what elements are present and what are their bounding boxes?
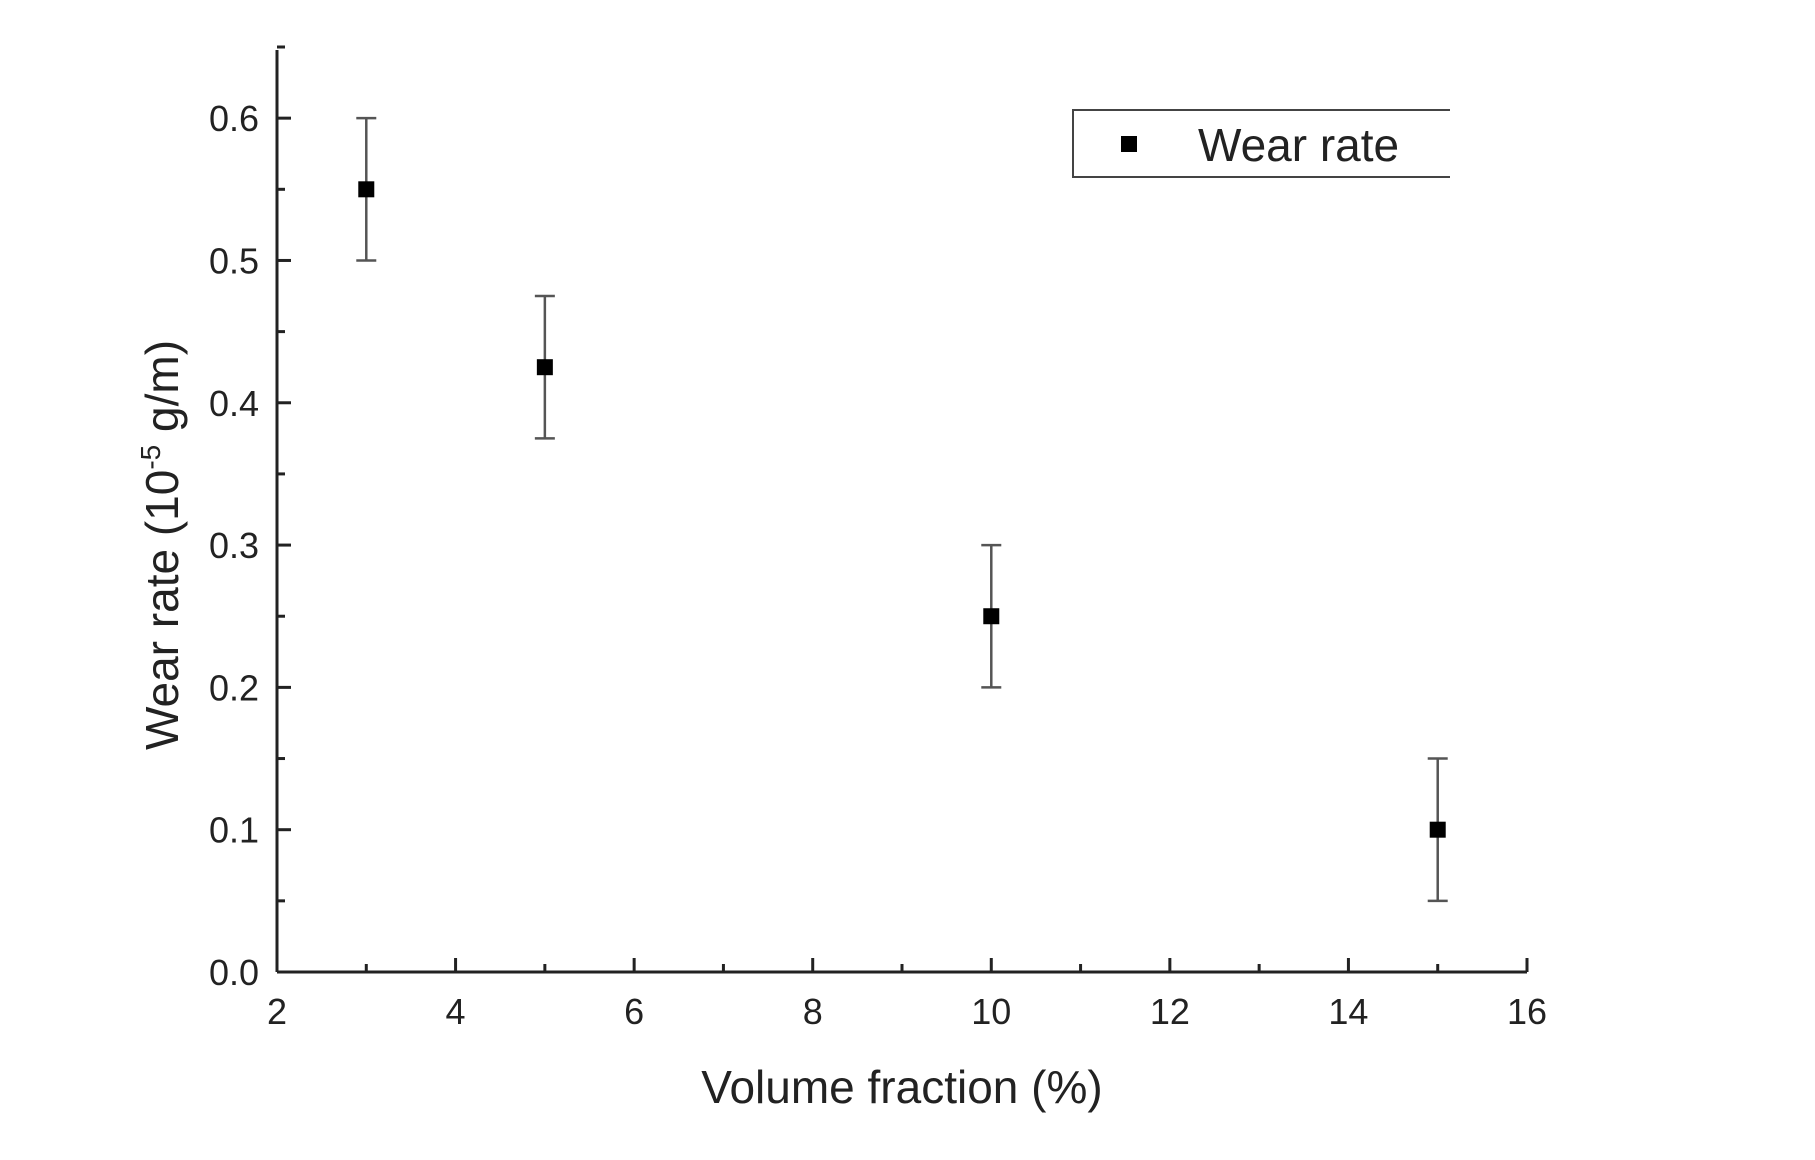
legend-marker-square	[1121, 136, 1137, 152]
x-axis-tick-labels: 2 4 6 8 10 12 14 16	[267, 991, 1547, 1032]
y-tick-label: 0.6	[209, 98, 259, 139]
error-bars	[356, 116, 1448, 903]
data-point	[1429, 821, 1446, 838]
x-tick-label: 12	[1150, 991, 1190, 1032]
y-tick-label: 0.4	[209, 383, 259, 424]
axes	[275, 50, 1527, 974]
y-tick-label: 0.2	[209, 667, 259, 708]
data-points	[358, 181, 1446, 838]
y-tick-label: 0.3	[209, 525, 259, 566]
legend: Wear rate	[1072, 109, 1450, 178]
x-tick-label: 14	[1328, 991, 1368, 1032]
data-point	[536, 359, 553, 376]
y-axis-tick-labels: 0.0 0.1 0.2 0.3 0.4 0.5 0.6	[209, 98, 259, 993]
x-tick-label: 6	[624, 991, 644, 1032]
y-tick-label: 0.0	[209, 952, 259, 993]
x-tick-label: 2	[267, 991, 287, 1032]
y-axis-title-suffix: g/m)	[136, 340, 188, 445]
legend-label: Wear rate	[1198, 119, 1399, 171]
y-axis-title-prefix: Wear rate (10	[136, 470, 188, 750]
y-axis-title-superscript: -5	[135, 445, 166, 470]
x-tick-label: 10	[971, 991, 1011, 1032]
y-tick-label: 0.5	[209, 240, 259, 281]
y-axis-ticks	[277, 45, 291, 974]
x-axis-ticks	[275, 958, 1529, 972]
y-axis-title: Wear rate (10-5 g/m)	[135, 340, 188, 750]
legend-box	[1072, 109, 1450, 178]
y-tick-label: 0.1	[209, 810, 259, 851]
data-point	[983, 608, 1000, 625]
x-axis-title: Volume fraction (%)	[701, 1061, 1102, 1113]
x-tick-label: 8	[803, 991, 823, 1032]
x-tick-label: 4	[446, 991, 466, 1032]
data-point	[358, 181, 375, 198]
x-tick-label: 16	[1507, 991, 1547, 1032]
